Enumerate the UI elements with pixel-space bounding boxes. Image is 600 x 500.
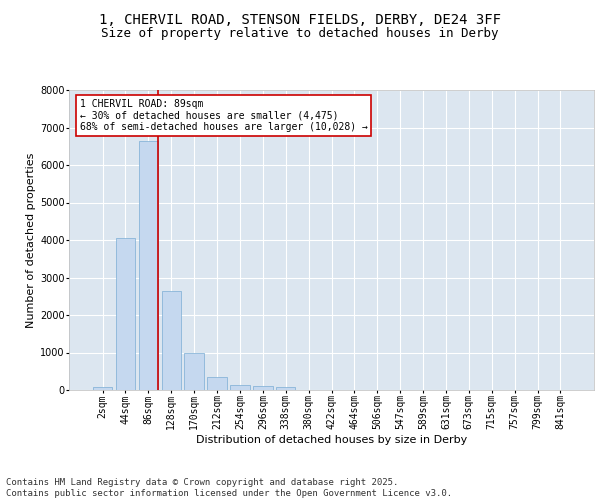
Bar (116, 238, 135, 390)
X-axis label: Distribution of detached houses by size in Derby: Distribution of detached houses by size … (196, 435, 467, 445)
Text: Size of property relative to detached houses in Derby: Size of property relative to detached ho… (101, 28, 499, 40)
Bar (253, 386, 272, 390)
Y-axis label: Number of detached properties: Number of detached properties (26, 152, 36, 328)
Bar (276, 387, 295, 390)
Bar (208, 377, 227, 390)
Text: Contains HM Land Registry data © Crown copyright and database right 2025.
Contai: Contains HM Land Registry data © Crown c… (6, 478, 452, 498)
Bar (161, 290, 181, 390)
Text: 1 CHERVIL ROAD: 89sqm
← 30% of detached houses are smaller (4,475)
68% of semi-d: 1 CHERVIL ROAD: 89sqm ← 30% of detached … (79, 99, 367, 132)
Text: 1, CHERVIL ROAD, STENSON FIELDS, DERBY, DE24 3FF: 1, CHERVIL ROAD, STENSON FIELDS, DERBY, … (99, 12, 501, 26)
Bar (139, 140, 158, 390)
Bar (230, 385, 250, 390)
Bar (93, 388, 112, 390)
Bar (184, 352, 204, 390)
